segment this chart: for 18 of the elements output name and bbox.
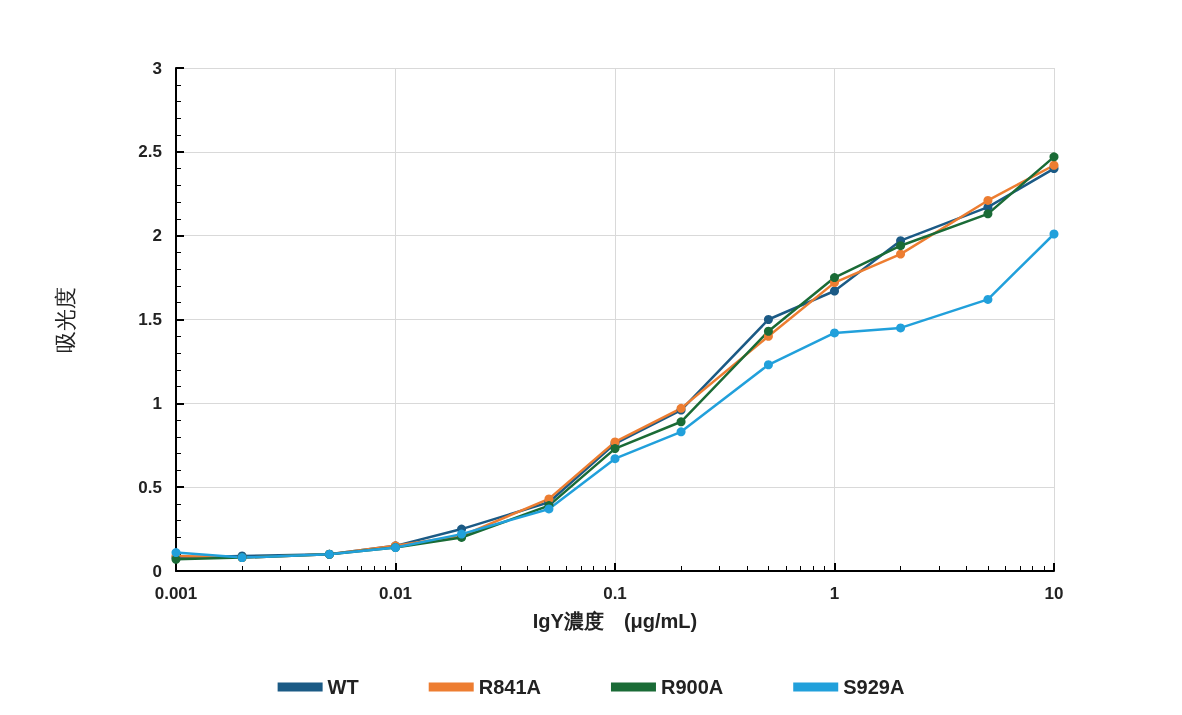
y-tick-label: 2 <box>152 226 162 246</box>
legend-label: WT <box>327 676 359 698</box>
y-tick-label: 2.5 <box>138 142 162 162</box>
y-tick-label: 1 <box>152 393 162 413</box>
legend-label: S929A <box>843 676 905 698</box>
x-tick-label: 10 <box>1044 584 1064 603</box>
x-tick-label: 1 <box>829 584 840 603</box>
legend-label: R900A <box>660 676 724 698</box>
y-tick-label: 0.5 <box>138 477 162 497</box>
x-tick-label: 0.001 <box>154 584 198 603</box>
y-tick-label: 0 <box>152 561 162 581</box>
y-axis-title: 吸光度 <box>52 286 78 353</box>
x-axis-title: IgY濃度 (μg/mL) <box>532 610 698 632</box>
x-tick-label: 0.1 <box>603 584 627 603</box>
y-tick-label: 3 <box>152 58 162 78</box>
y-tick-label: 1.5 <box>138 310 162 329</box>
legend-label: R841A <box>478 676 541 698</box>
x-tick-label: 0.01 <box>378 584 413 603</box>
